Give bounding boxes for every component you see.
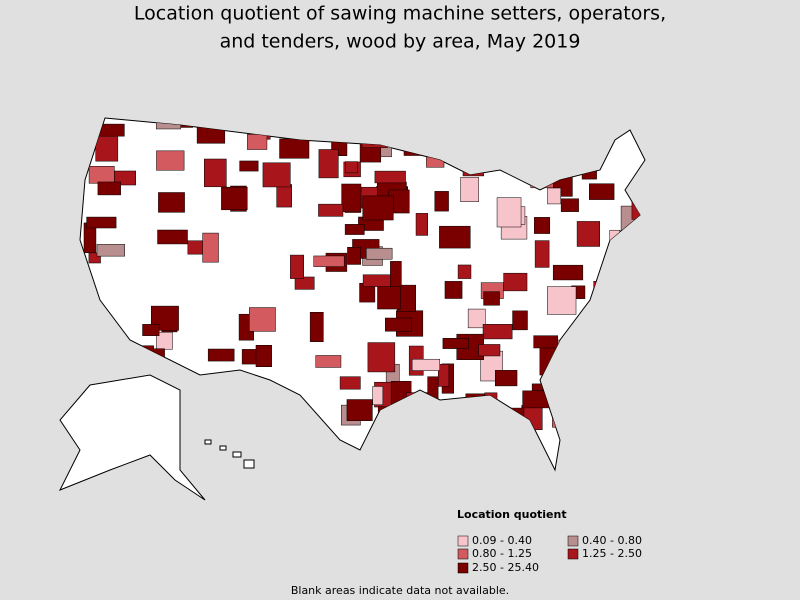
area-patch [290,254,304,279]
hawaii [204,439,255,469]
area-patch [503,272,528,292]
area-patch [239,160,259,172]
area-patch [374,170,406,184]
area-patch [97,181,121,196]
area-patch [367,342,396,373]
area-patch [439,225,471,249]
area-patch [276,184,292,208]
area-patch [158,192,185,213]
alaska [58,374,206,501]
area-patch [347,246,361,265]
area-patch [249,307,276,332]
area-patch [533,335,558,349]
area-patch [534,240,550,268]
legend-swatch [567,535,579,547]
area-patch [362,195,394,221]
area-patch [494,370,518,387]
area-patch [341,183,362,212]
area-patch [346,399,373,421]
area-patch [318,149,339,179]
area-patch [344,224,365,235]
area-patch [482,324,513,340]
legend-swatch [457,535,469,547]
area-patch [88,166,115,184]
area-patch [88,252,101,264]
area-patch [415,213,429,236]
legend-label: 0.40 - 0.80 [582,534,642,547]
area-patch [362,274,395,287]
area-patch [460,177,479,202]
area-patch [255,344,272,368]
area-patch [96,244,125,257]
area-patch [262,162,291,188]
area-patch [366,247,393,260]
area-patch [589,183,615,200]
legend-swatch [457,548,469,560]
area-patch [247,134,268,150]
area-patch [547,286,577,315]
legend-label: 2.50 - 25.40 [472,561,539,574]
area-patch [377,285,401,310]
area-patch [157,229,188,245]
area-patch [560,198,579,212]
footnote: Blank areas indicate data not available. [291,584,509,597]
area-patch [156,150,185,171]
area-patch [95,132,119,162]
area-patch [512,310,528,331]
area-patch [437,363,450,387]
area-patch [496,197,522,228]
legend-label: 1.25 - 2.50 [582,547,642,560]
area-patch [204,158,227,188]
legend-title: Location quotient [457,508,567,521]
area-patch [313,255,345,267]
area-patch [309,312,324,342]
legend-label: 0.80 - 1.25 [472,547,532,560]
area-patch [279,138,310,159]
area-patch [534,217,551,234]
area-patch [411,358,441,371]
title-line: and tenders, wood by area, May 2019 [220,31,581,53]
legend-label: 0.09 - 0.40 [472,534,532,547]
area-patch [390,261,402,287]
area-patch [86,216,117,229]
area-patch [372,386,384,406]
area-patch [444,281,463,299]
area-patch [114,170,137,186]
area-patch [221,186,248,211]
area-patch [345,161,358,174]
area-patch [339,376,361,390]
legend-swatch [457,562,469,574]
legend: 0.09 - 0.40 0.40 - 0.80 0.80 - 1.25 1.25 - … [457,534,642,574]
title-line: Location quotient of sawing machine sett… [134,3,666,25]
area-patch [552,264,584,281]
area-patch [315,355,342,368]
area-patch [547,187,562,205]
area-patch [576,221,600,247]
area-patch [478,344,501,357]
area-patch [294,276,315,290]
area-patch [142,324,160,336]
area-patch [434,191,449,212]
area-patch [467,308,486,329]
area-patch [207,348,235,362]
area-patch [318,203,344,217]
area-patch [442,338,469,349]
legend-swatch [567,548,579,560]
area-patch [385,317,412,332]
area-patch [187,240,205,255]
area-patch [483,291,500,306]
area-patch [457,264,472,279]
area-patch [202,232,219,263]
